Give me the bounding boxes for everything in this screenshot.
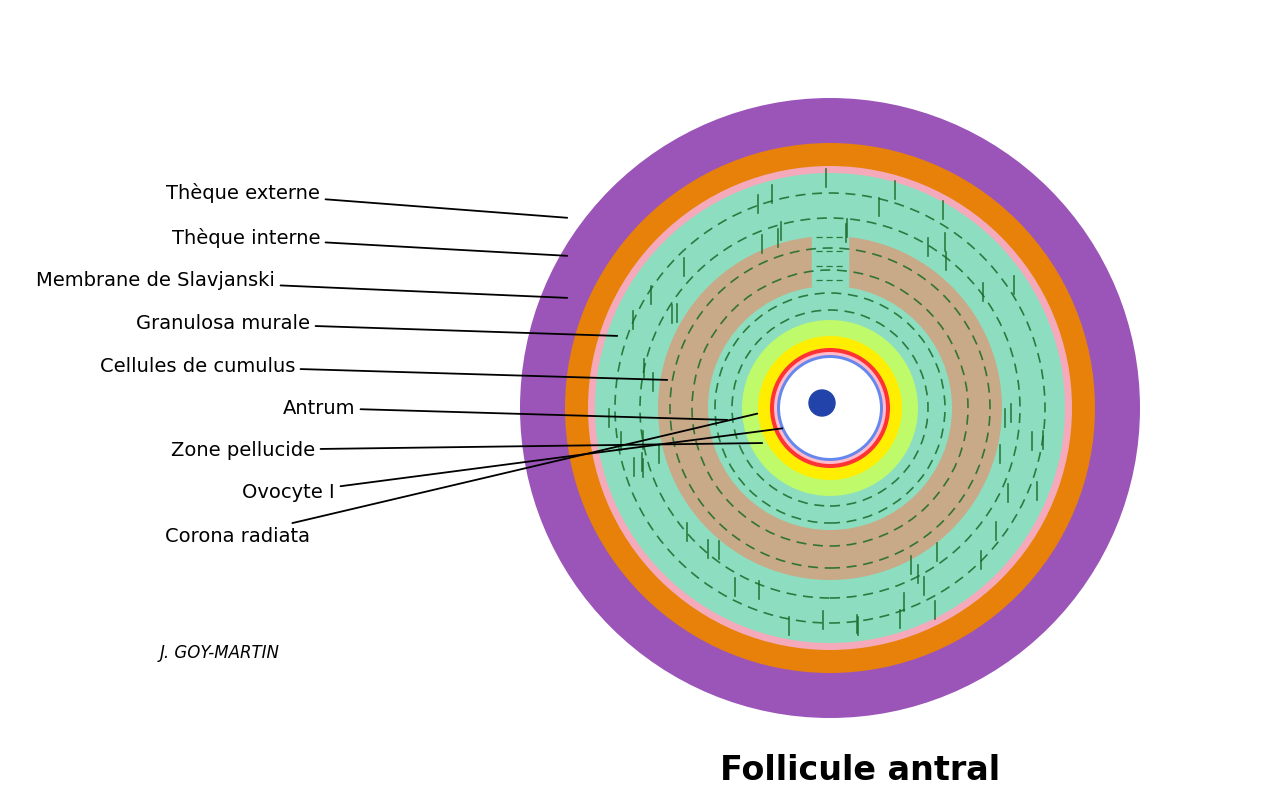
- Text: Corona radiata: Corona radiata: [165, 414, 757, 545]
- Text: Antrum: Antrum: [283, 398, 727, 420]
- Circle shape: [774, 352, 886, 464]
- Text: Thèque interne: Thèque interne: [172, 228, 567, 256]
- Circle shape: [708, 286, 952, 530]
- Text: Follicule antral: Follicule antral: [719, 754, 1000, 786]
- Text: Ovocyte I: Ovocyte I: [242, 428, 782, 503]
- Bar: [811, 231, 848, 286]
- Circle shape: [565, 143, 1095, 673]
- Text: J. GOY-MARTIN: J. GOY-MARTIN: [160, 644, 280, 662]
- Text: Zone pellucide: Zone pellucide: [170, 440, 762, 460]
- Circle shape: [770, 348, 890, 468]
- Circle shape: [777, 355, 883, 461]
- Text: Membrane de Slavjanski: Membrane de Slavjanski: [37, 271, 567, 298]
- Circle shape: [809, 390, 835, 416]
- Text: Cellules de cumulus: Cellules de cumulus: [100, 356, 668, 380]
- Circle shape: [658, 236, 1002, 580]
- Circle shape: [594, 173, 1065, 643]
- Text: Granulosa murale: Granulosa murale: [136, 314, 617, 336]
- Circle shape: [742, 320, 917, 496]
- Text: Thèque externe: Thèque externe: [167, 183, 567, 218]
- Circle shape: [520, 98, 1140, 718]
- Circle shape: [780, 358, 880, 458]
- Circle shape: [588, 166, 1071, 650]
- Circle shape: [758, 336, 902, 480]
